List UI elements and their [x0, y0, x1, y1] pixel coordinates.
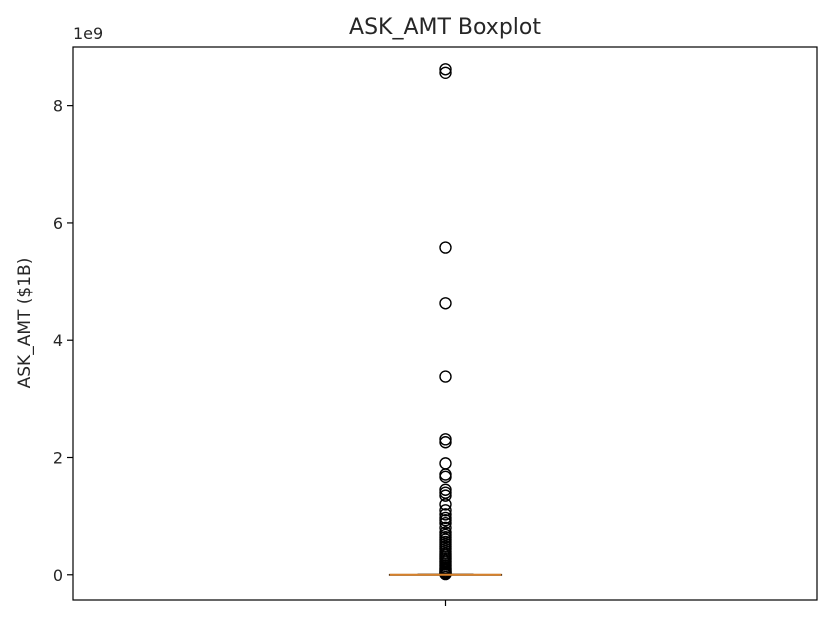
y-offset-label: 1e9 [73, 24, 103, 43]
outlier-point [439, 486, 452, 499]
y-tick-label: 8 [53, 97, 63, 116]
outlier-point [439, 66, 452, 80]
outlier-point [439, 521, 452, 535]
chart-title: ASK_AMT Boxplot [349, 15, 541, 40]
outlier-point [439, 241, 452, 254]
outlier-point [439, 370, 452, 383]
plot-area: 0 2 4 6 8 [53, 46, 818, 606]
outlier-point [439, 508, 452, 521]
outlier-point [439, 483, 452, 496]
y-tick-label: 4 [53, 331, 63, 350]
outlier-point [439, 63, 452, 76]
outlier-point [439, 516, 452, 530]
outlier-point [439, 457, 452, 470]
outlier-point [439, 489, 452, 502]
outlier-point [439, 433, 452, 446]
outlier-point [439, 514, 452, 527]
y-tick-label: 2 [53, 448, 63, 467]
outlier-point [439, 504, 452, 517]
outlier-point [439, 297, 452, 310]
y-axis-label: ASK_AMT ($1B) [15, 258, 35, 389]
y-tick-label: 6 [53, 214, 63, 233]
y-tick-label: 0 [53, 566, 63, 585]
outlier-point [439, 498, 452, 511]
outlier-point [439, 436, 452, 449]
outlier-point [439, 470, 452, 484]
